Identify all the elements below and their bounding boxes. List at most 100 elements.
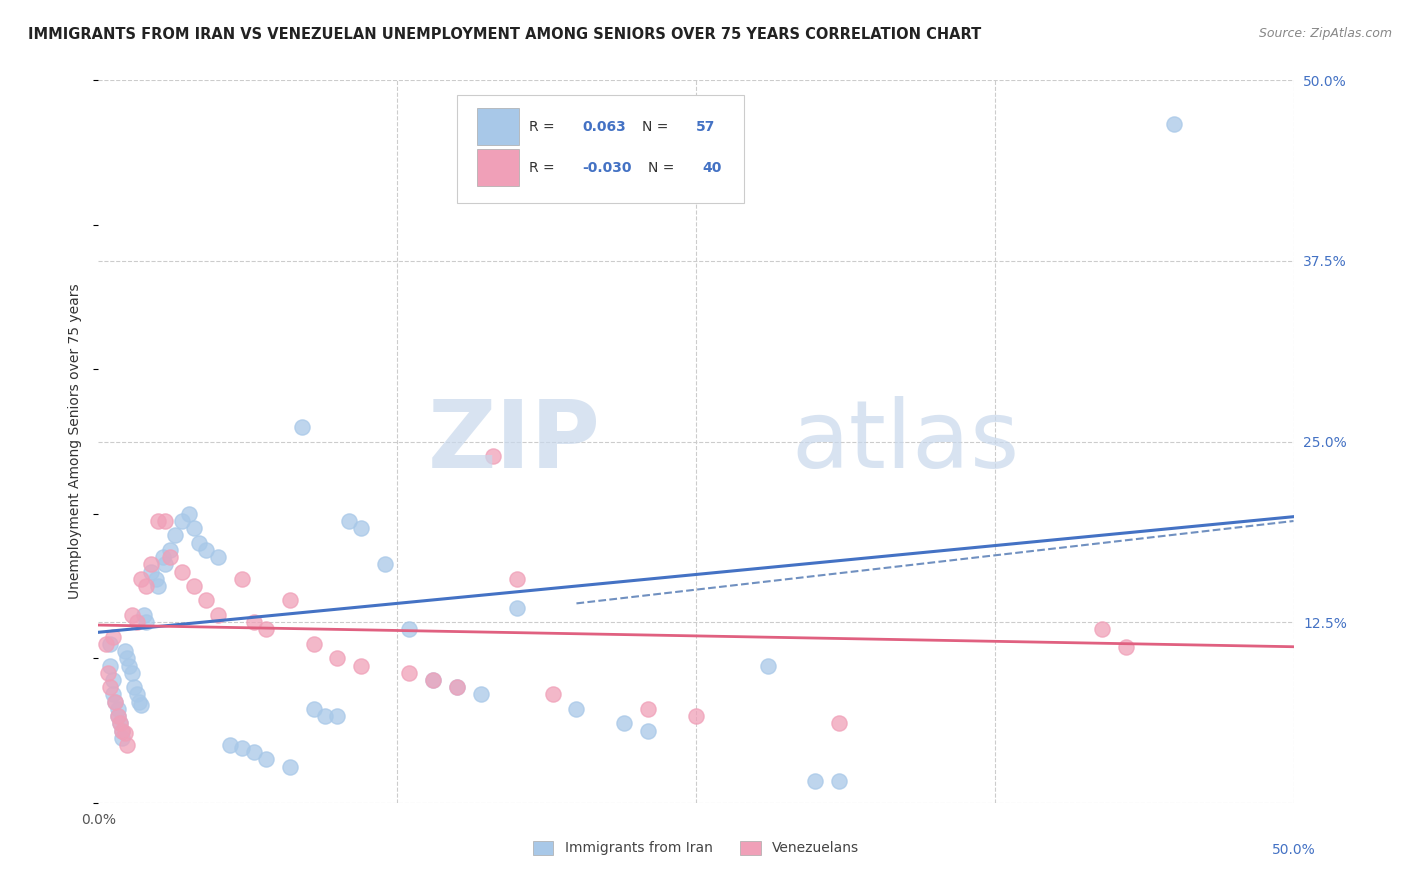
Point [108, 716, 131, 731]
Point [132, 607, 155, 622]
Legend: Immigrants from Iran, Venezuelans: Immigrants from Iran, Venezuelans [527, 835, 865, 861]
Point [195, 542, 218, 557]
Text: N =: N = [648, 161, 679, 175]
Point [172, 565, 194, 579]
Point [254, 623, 277, 637]
Point [101, 630, 124, 644]
Point [804, 774, 827, 789]
Point [125, 615, 148, 630]
Point [135, 615, 157, 630]
Point [114, 726, 136, 740]
Point [101, 673, 124, 687]
Point [183, 521, 205, 535]
Point [115, 651, 138, 665]
Point [159, 550, 181, 565]
Point [104, 695, 127, 709]
Point [118, 658, 141, 673]
Point [179, 507, 201, 521]
Point [291, 420, 314, 434]
Text: ZIP: ZIP [427, 395, 600, 488]
Point [756, 658, 779, 673]
Point [111, 731, 134, 745]
Point [183, 579, 205, 593]
Point [155, 558, 177, 572]
Point [422, 673, 444, 687]
Point [278, 760, 301, 774]
FancyBboxPatch shape [457, 95, 744, 203]
Point [828, 774, 851, 789]
Point [278, 593, 301, 607]
Point [124, 680, 146, 694]
Point [98, 680, 122, 694]
Text: -0.030: -0.030 [582, 161, 631, 175]
Text: 40: 40 [702, 161, 721, 175]
Point [828, 716, 851, 731]
Text: R =: R = [529, 120, 558, 134]
Point [128, 695, 150, 709]
Point [139, 565, 162, 579]
Point [121, 607, 143, 622]
Point [470, 687, 492, 701]
Point [446, 680, 468, 694]
Point [125, 687, 148, 701]
Point [315, 709, 337, 723]
Point [163, 528, 186, 542]
Text: Source: ZipAtlas.com: Source: ZipAtlas.com [1258, 27, 1392, 40]
Point [145, 572, 167, 586]
Point [541, 687, 564, 701]
Point [506, 600, 529, 615]
Point [111, 723, 134, 738]
Point [135, 579, 157, 593]
Text: atlas: atlas [792, 395, 1019, 488]
Point [97, 665, 120, 680]
Point [121, 665, 143, 680]
Point [104, 695, 127, 709]
Point [107, 709, 129, 723]
Point [219, 738, 242, 752]
Point [398, 665, 420, 680]
Text: R =: R = [529, 161, 558, 175]
Point [187, 535, 209, 549]
Point [1091, 623, 1114, 637]
Text: IMMIGRANTS FROM IRAN VS VENEZUELAN UNEMPLOYMENT AMONG SENIORS OVER 75 YEARS CORR: IMMIGRANTS FROM IRAN VS VENEZUELAN UNEMP… [28, 27, 981, 42]
Point [152, 550, 174, 565]
Point [207, 550, 229, 565]
Point [350, 658, 373, 673]
Point [131, 572, 153, 586]
Point [107, 702, 129, 716]
Point [139, 558, 162, 572]
Point [685, 709, 707, 723]
FancyBboxPatch shape [477, 149, 519, 186]
Point [159, 542, 181, 557]
Point [326, 651, 349, 665]
Point [148, 514, 170, 528]
Point [398, 623, 420, 637]
Point [422, 673, 444, 687]
Point [1115, 640, 1137, 654]
Point [481, 449, 505, 463]
Point [94, 637, 117, 651]
Point [506, 572, 529, 586]
Point [637, 723, 659, 738]
Point [131, 698, 153, 712]
Y-axis label: Unemployment Among Seniors over 75 years: Unemployment Among Seniors over 75 years [69, 284, 83, 599]
Point [111, 723, 134, 738]
Point [613, 716, 636, 731]
Point [195, 593, 218, 607]
Point [172, 514, 194, 528]
Point [98, 637, 122, 651]
Point [339, 514, 361, 528]
Point [108, 716, 131, 731]
Point [207, 607, 229, 622]
Point [155, 514, 177, 528]
Point [565, 702, 588, 716]
Point [243, 745, 266, 759]
Point [302, 637, 325, 651]
Text: 50.0%: 50.0% [1271, 843, 1316, 857]
Point [350, 521, 373, 535]
Text: 57: 57 [696, 120, 716, 134]
Text: 0.063: 0.063 [582, 120, 626, 134]
Point [374, 558, 396, 572]
Point [326, 709, 349, 723]
Point [637, 702, 659, 716]
